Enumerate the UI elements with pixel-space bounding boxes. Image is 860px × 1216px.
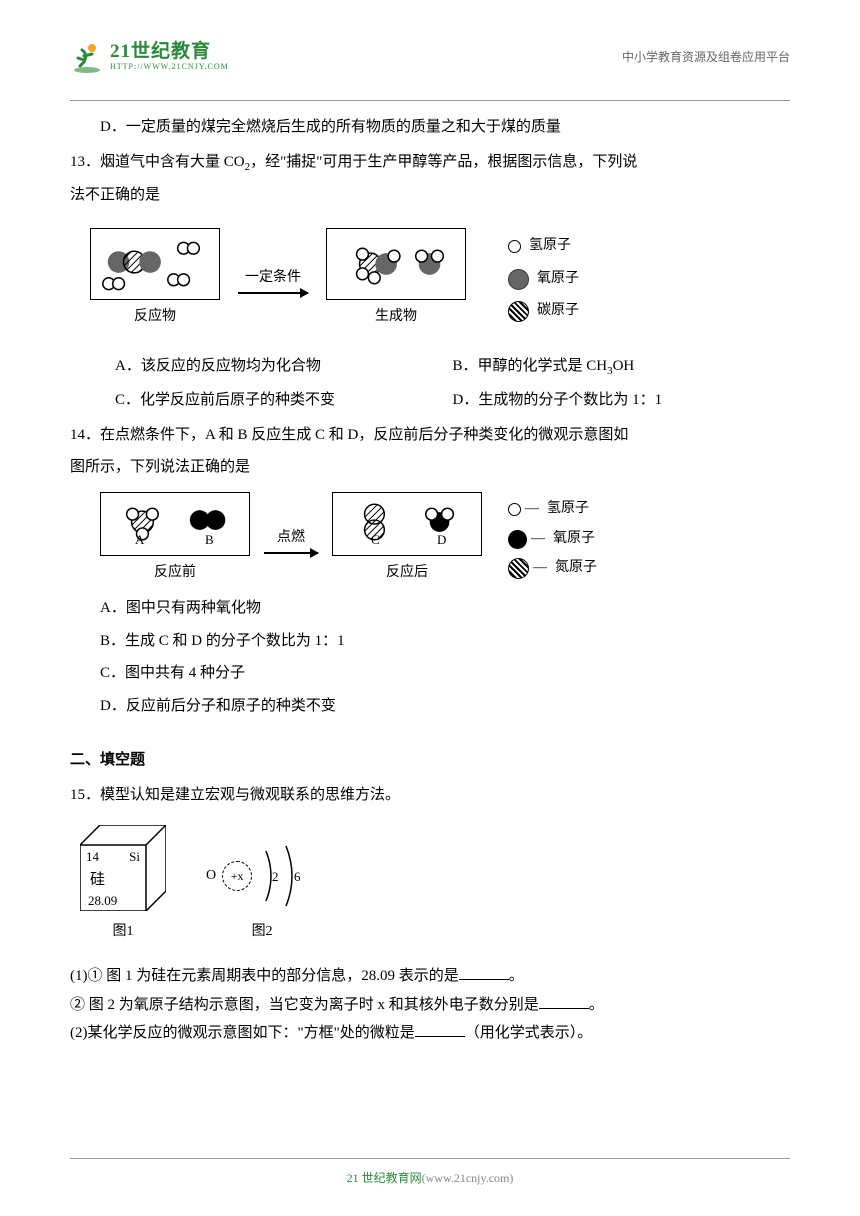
q14-stem: 14．在点燃条件下，A 和 B 反应生成 C 和 D，反应前后分子种类变化的微观… <box>70 421 790 450</box>
label-a: A <box>135 528 144 553</box>
arrow-ignite-label: 点燃 <box>277 525 305 552</box>
q14-after-box: C D <box>332 492 482 556</box>
blank-field <box>539 992 589 1009</box>
legend-c-label: 碳原子 <box>537 298 579 325</box>
arrow-condition-label: 一定条件 <box>245 265 301 292</box>
nitrogen-atom-icon <box>508 558 529 579</box>
blank-field <box>415 1021 465 1038</box>
periodic-element-cube: 14 Si 硅 28.09 <box>80 825 166 911</box>
cube-mass: 28.09 <box>88 893 117 910</box>
q15-p1: (1)① 图 1 为硅在元素周期表中的部分信息，28.09 表示的是。 <box>70 962 790 991</box>
q13-option-a: A．该反应的反应物均为化合物 <box>115 352 453 382</box>
q14-stem-cont: 图所示，下列说法正确的是 <box>70 453 790 482</box>
svg-text:6: 6 <box>294 869 301 884</box>
q14-legend: —氢原子 —氧原子 —氮原子 <box>508 496 597 582</box>
oxygen-atom-icon <box>508 530 527 549</box>
logo-title: 21世纪教育 <box>110 42 229 63</box>
q13-text2: ，经"捕捉"可用于生产甲醇等产品，根据图示信息，下列说 <box>250 154 637 170</box>
hydrogen-atom-icon <box>508 240 521 253</box>
figure-1-label: 图1 <box>113 919 134 946</box>
q13-option-d: D．生成物的分子个数比为 1：1 <box>453 386 791 415</box>
q14-arrow: 点燃 <box>264 525 318 554</box>
label-b: B <box>205 528 214 553</box>
label-c: C <box>371 528 380 553</box>
q13-options-cd: C．化学反应前后原子的种类不变 D．生成物的分子个数比为 1：1 <box>115 386 790 415</box>
cube-number: 14 <box>86 849 99 866</box>
page-footer: 21 世纪教育网(www.21cnjy.com) <box>0 1158 860 1190</box>
legend-o-label: 氧原子 <box>553 526 595 553</box>
label-d: D <box>437 528 446 553</box>
q13-option-b: B．甲醇的化学式是 CH3OH <box>453 352 791 382</box>
legend-o-label: 氧原子 <box>537 266 579 293</box>
figure-2-label: 图2 <box>252 919 273 946</box>
legend-h-label: 氢原子 <box>529 233 571 260</box>
logo-subtitle: HTTP://WWW.21CNJY.COM <box>110 63 229 72</box>
header-subtitle: 中小学教育资源及组卷应用平台 <box>622 46 790 69</box>
q14-after-label: 反应后 <box>386 560 428 587</box>
q13-reactant-box <box>90 228 220 300</box>
cube-symbol: Si <box>129 849 140 866</box>
q13-legend: 氢原子 氧原子 碳原子 <box>508 233 579 325</box>
q14-before-box: A B <box>100 492 250 556</box>
q13-product-box <box>326 228 466 300</box>
q13-product-label: 生成物 <box>375 304 417 331</box>
electron-shells-icon: 2 6 <box>258 841 318 911</box>
q13-options-ab: A．该反应的反应物均为化合物 B．甲醇的化学式是 CH3OH <box>115 352 790 382</box>
q14-option-c: C．图中共有 4 种分子 <box>100 659 790 688</box>
q13-text1: 13．烟道气中含有大量 CO <box>70 154 245 170</box>
q14-option-b: B．生成 C 和 D 的分子个数比为 1：1 <box>100 627 790 656</box>
q12-option-d: D．一定质量的煤完全燃烧后生成的所有物质的质量之和大于煤的质量 <box>100 113 790 142</box>
logo: 21世纪教育 HTTP://WWW.21CNJY.COM <box>70 40 229 74</box>
legend-h-label: 氢原子 <box>547 496 589 523</box>
q13-stem: 13．烟道气中含有大量 CO2，经"捕捉"可用于生产甲醇等产品，根据图示信息，下… <box>70 148 790 178</box>
legend-n-label: 氮原子 <box>555 555 597 582</box>
q13-arrow: 一定条件 <box>238 265 308 294</box>
logo-runner-icon <box>70 40 104 74</box>
q14-option-d: D．反应前后分子和原子的种类不变 <box>100 692 790 721</box>
page-header: 21世纪教育 HTTP://WWW.21CNJY.COM 中小学教育资源及组卷应… <box>70 40 790 82</box>
cube-name: 硅 <box>90 871 105 891</box>
oxygen-atom-icon <box>508 269 529 290</box>
q15-p3: (2)某化学反应的微观示意图如下："方框"处的微粒是（用化学式表示）。 <box>70 1019 790 1048</box>
atom-structure-diagram: O +x 2 6 <box>206 841 318 911</box>
q13-diagram: 反应物 一定条件 生成物 氢原子 氧原子 碳原子 <box>90 228 790 331</box>
q13-stem-cont: 法不正确的是 <box>70 181 790 210</box>
blank-field <box>459 964 509 981</box>
q13-option-c: C．化学反应前后原子的种类不变 <box>115 386 453 415</box>
header-divider <box>70 100 790 101</box>
element-o-label: O <box>206 863 216 890</box>
q14-before-label: 反应前 <box>154 560 196 587</box>
hydrogen-atom-icon <box>508 503 521 516</box>
carbon-atom-icon <box>508 301 529 322</box>
q15-stem: 15．模型认知是建立宏观与微观联系的思维方法。 <box>70 781 790 810</box>
section-2-title: 二、填空题 <box>70 746 790 775</box>
q15-p2: ② 图 2 为氧原子结构示意图，当它变为离子时 x 和其核外电子数分别是。 <box>70 991 790 1020</box>
svg-text:2: 2 <box>272 869 279 884</box>
nucleus-circle: +x <box>222 861 252 891</box>
footer-brand: 21 世纪教育网 <box>347 1171 422 1185</box>
q15-figures: 14 Si 硅 28.09 图1 O +x 2 6 图2 <box>80 825 790 946</box>
q14-option-a: A．图中只有两种氧化物 <box>100 594 790 623</box>
q13-reactant-label: 反应物 <box>134 304 176 331</box>
footer-url: (www.21cnjy.com) <box>422 1171 514 1185</box>
q14-diagram: A B 反应前 点燃 C D 反应后 —氢原子 —氧原子 —氮原子 <box>100 492 790 587</box>
